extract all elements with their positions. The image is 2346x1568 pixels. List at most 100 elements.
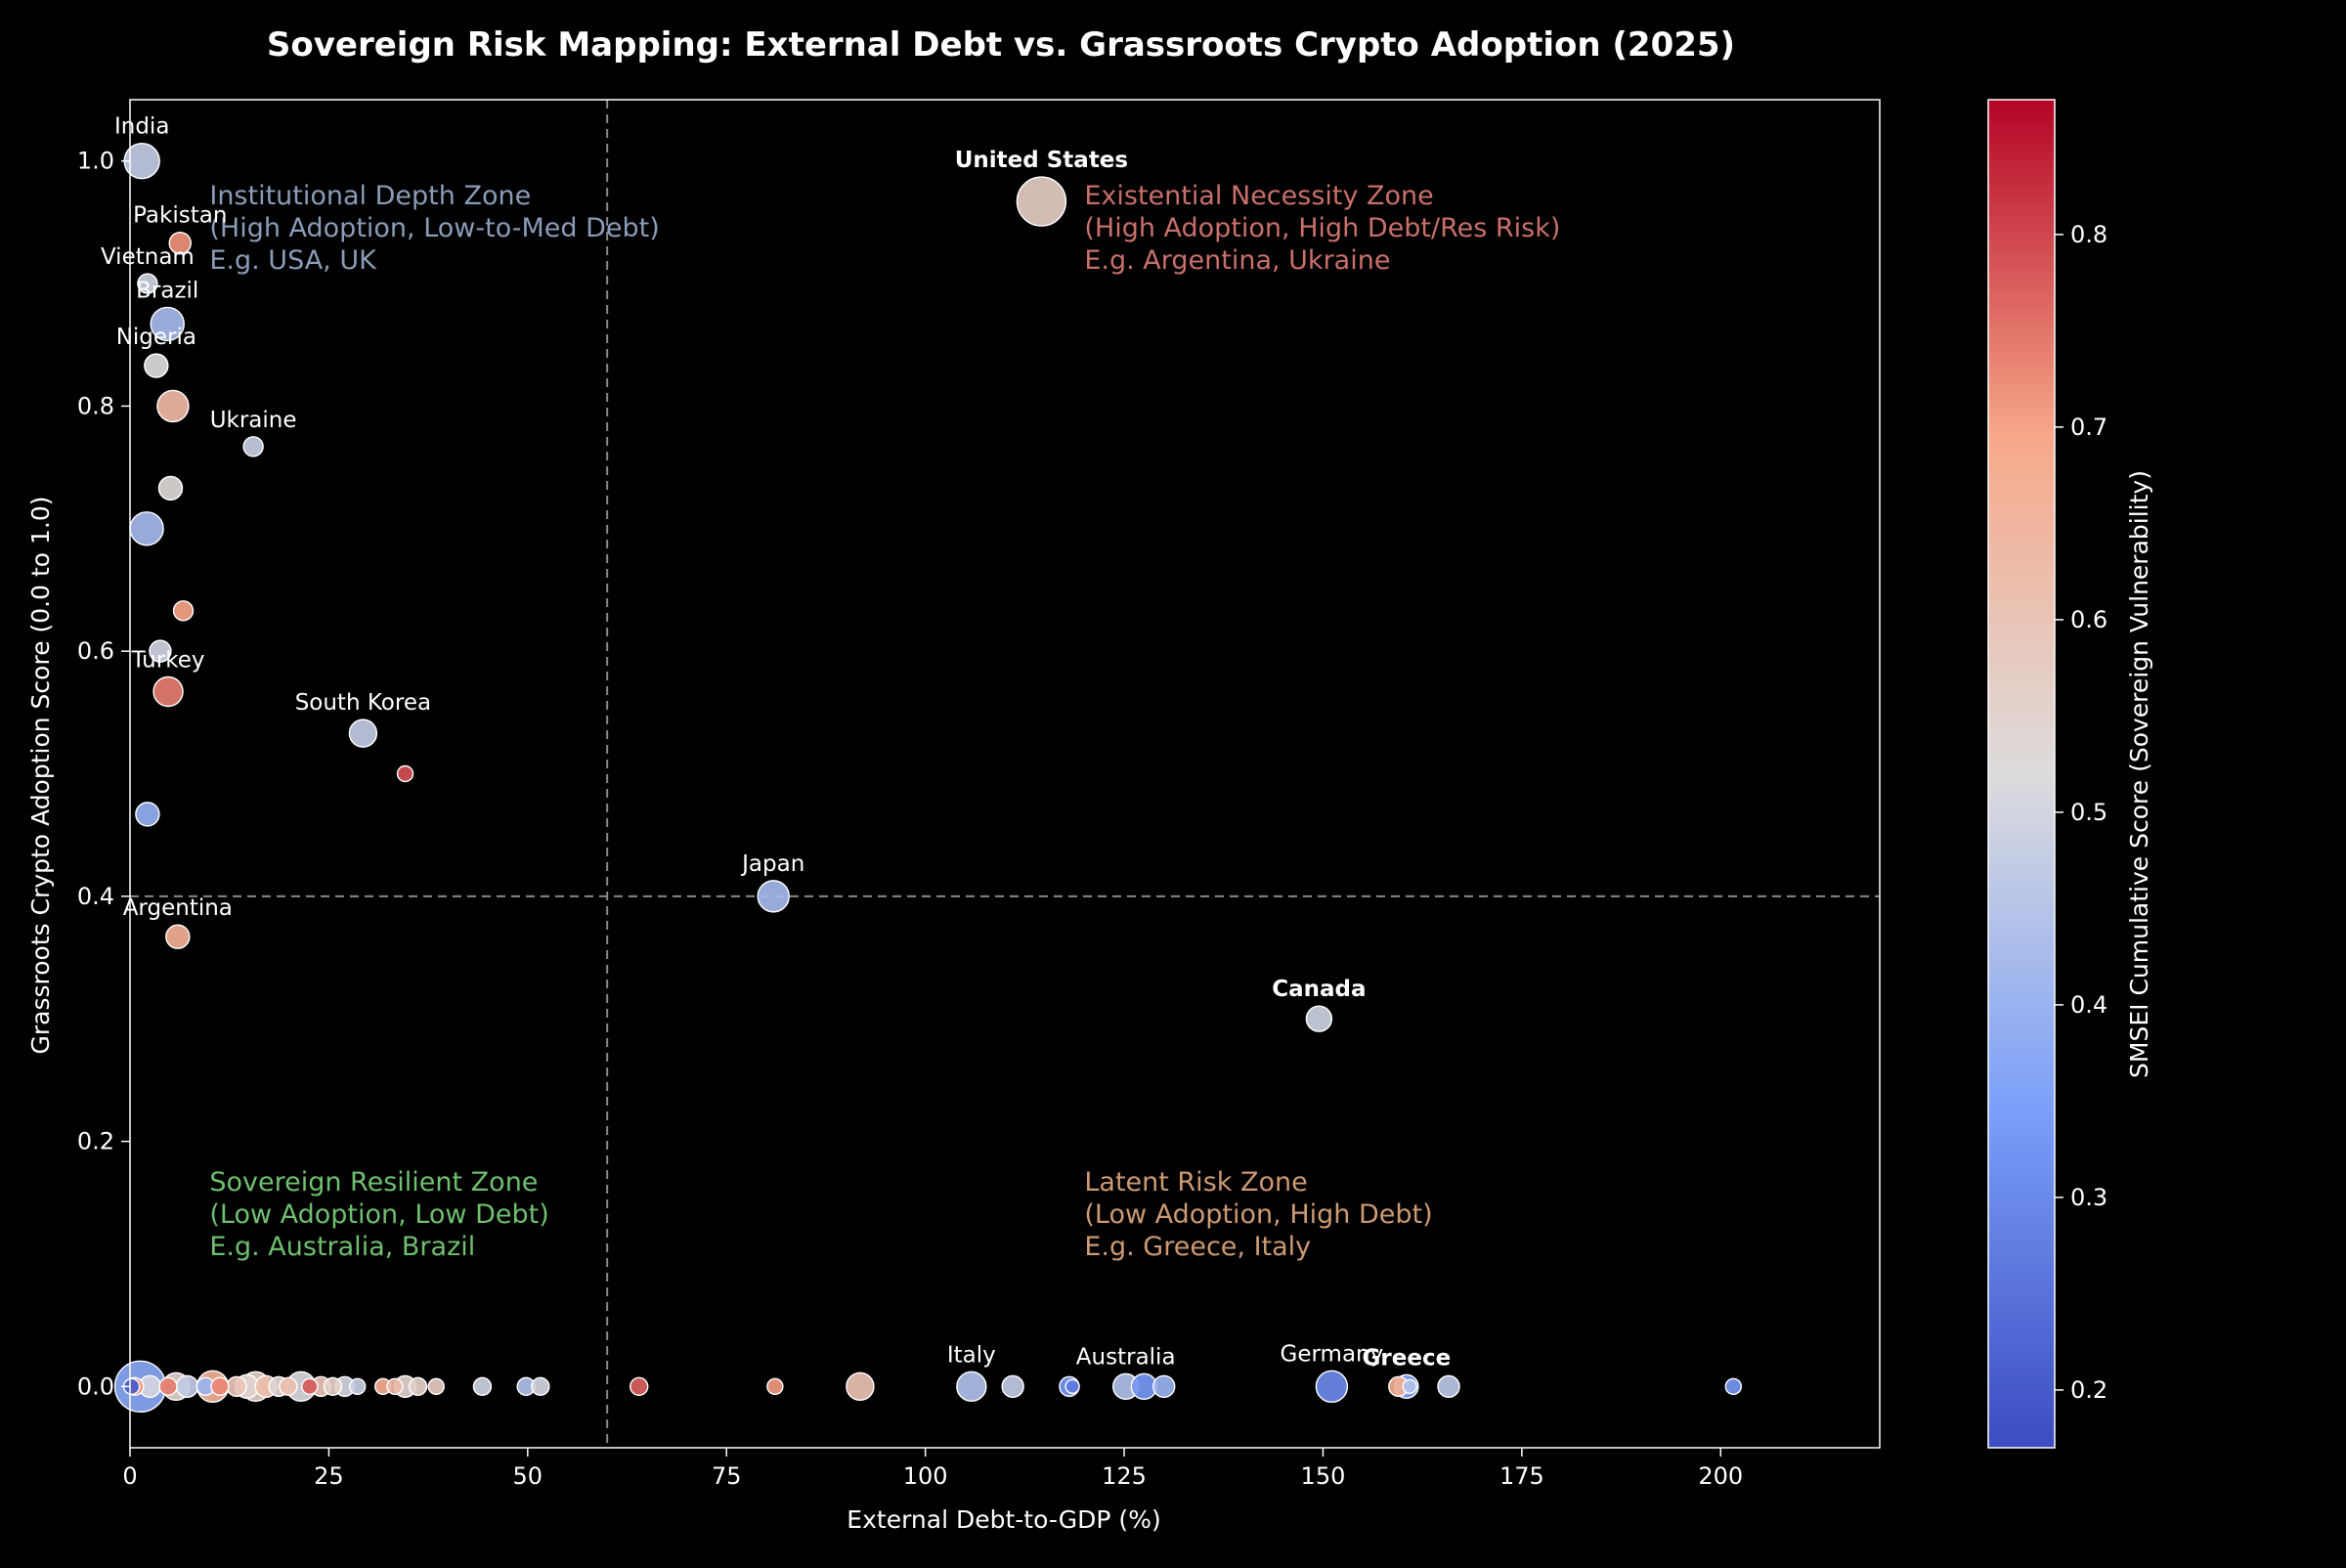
point-label: South Korea [295, 690, 431, 716]
x-tick-label: 0 [122, 1462, 137, 1490]
point-label: Ukraine [210, 408, 297, 433]
data-point [757, 880, 790, 913]
y-tick-label: 0.8 [77, 392, 114, 419]
point-label: Italy [947, 1342, 996, 1368]
data-point [158, 1376, 178, 1397]
data-point [348, 719, 378, 748]
data-point [150, 306, 185, 342]
data-point [408, 1376, 428, 1397]
chart-title: Sovereign Risk Mapping: External Debt vs… [267, 25, 1735, 65]
colorbar-tick-label: 0.6 [2070, 606, 2107, 633]
zone-label-line: Sovereign Resilient Zone [209, 1167, 538, 1198]
colorbar-label: SMSEI Cumulative Score (Sovereign Vulner… [2125, 470, 2153, 1078]
plot-area: Institutional Depth Zone (High Adoption, … [77, 99, 1881, 1490]
data-point [157, 475, 184, 501]
y-tick-label: 0.4 [77, 883, 114, 910]
data-point [1305, 1005, 1333, 1032]
colorbar-ticks: 0.2 0.3 0.4 0.5 0.6 0.7 0.8 [2055, 221, 2107, 1404]
point-label: Argentina [123, 895, 233, 921]
data-point [279, 1376, 298, 1397]
point-label: Turkey [131, 648, 205, 674]
y-axis-label: Grassroots Crypto Adoption Score (0.0 to… [26, 496, 55, 1054]
data-point [427, 1377, 445, 1396]
zone-label-line: (Low Adoption, Low Debt) [209, 1199, 548, 1230]
plot-frame [129, 99, 1881, 1449]
data-point [1315, 1370, 1349, 1404]
zone-label-line: Institutional Depth Zone [209, 181, 531, 211]
y-tick-label: 1.0 [77, 148, 114, 175]
point-label: Japan [740, 851, 804, 877]
colorbar-tick-label: 0.2 [2070, 1376, 2107, 1404]
data-point [175, 1374, 199, 1399]
data-point [1016, 176, 1067, 227]
data-point [472, 1376, 493, 1397]
point-label: Australia [1076, 1344, 1176, 1370]
zone-label: Existential Necessity Zone (High Adoption… [1084, 181, 1560, 276]
data-point [137, 273, 158, 294]
data-point [1437, 1374, 1460, 1399]
point-label: Germany [1281, 1341, 1384, 1367]
data-point [1152, 1374, 1176, 1399]
y-tick-label: 0.0 [77, 1372, 114, 1400]
y-tick-label: 0.2 [77, 1128, 114, 1155]
colorbar [1987, 99, 2056, 1449]
data-point [1724, 1377, 1742, 1396]
data-point [531, 1376, 550, 1397]
colorbar-tick-label: 0.8 [2070, 221, 2107, 248]
point-label: Vietnam [101, 244, 195, 270]
point-label: Greece [1363, 1345, 1452, 1371]
zone-label-line: (High Adoption, Low-to-Med Debt) [209, 213, 659, 243]
x-axis-label: External Debt-to-GDP (%) [847, 1505, 1160, 1534]
zone-label: Latent Risk Zone (Low Adoption, High Debt… [1084, 1167, 1432, 1262]
x-tick-label: 150 [1301, 1462, 1346, 1490]
zone-label: Sovereign Resilient Zone (Low Adoption, L… [209, 1167, 548, 1262]
data-point [165, 924, 191, 949]
data-point [956, 1371, 987, 1403]
point-label: Canada [1272, 977, 1366, 1002]
data-point [323, 1376, 343, 1397]
x-tick-label: 125 [1102, 1462, 1147, 1490]
x-tick-label: 100 [903, 1462, 948, 1490]
data-point [386, 1377, 404, 1396]
x-tick-label: 50 [513, 1462, 543, 1490]
data-point [1001, 1374, 1024, 1399]
colorbar-tick-label: 0.7 [2070, 414, 2107, 441]
y-tick-label: 0.6 [77, 637, 114, 665]
data-point [210, 1376, 230, 1397]
data-point [349, 1377, 367, 1396]
point-label: India [114, 114, 169, 140]
data-point [144, 353, 169, 378]
point-label: United States [955, 148, 1128, 173]
data-point [172, 600, 195, 622]
data-point [396, 764, 414, 783]
zone-label-line: (Low Adoption, High Debt) [1084, 1199, 1432, 1230]
zone-label-line: Existential Necessity Zone [1084, 181, 1433, 211]
point-label: Nigeria [116, 325, 196, 350]
data-point [630, 1376, 649, 1397]
data-point [149, 639, 172, 663]
data-point [1402, 1378, 1417, 1395]
x-tick-label: 200 [1698, 1462, 1743, 1490]
data-point [1064, 1378, 1080, 1395]
data-point [242, 436, 264, 457]
data-point [226, 1375, 247, 1398]
point-label: Brazil [136, 278, 198, 303]
colorbar-tick-label: 0.4 [2070, 991, 2107, 1019]
x-tick-label: 25 [314, 1462, 344, 1490]
x-tick-label: 75 [712, 1462, 742, 1490]
data-point [168, 231, 192, 255]
data-point [766, 1377, 784, 1396]
data-point [156, 389, 190, 423]
zone-label-line: E.g. Greece, Italy [1084, 1232, 1311, 1262]
data-point [152, 675, 184, 708]
data-point [301, 1377, 319, 1396]
colorbar-tick-label: 0.5 [2070, 799, 2107, 826]
zone-label: Institutional Depth Zone (High Adoption, … [209, 181, 659, 276]
zone-label-line: E.g. USA, UK [209, 245, 377, 276]
data-point [135, 802, 160, 827]
zone-label-line: E.g. Australia, Brazil [209, 1232, 475, 1262]
zone-label-line: Latent Risk Zone [1084, 1167, 1307, 1198]
zone-label-line: E.g. Argentina, Ukraine [1084, 245, 1390, 276]
